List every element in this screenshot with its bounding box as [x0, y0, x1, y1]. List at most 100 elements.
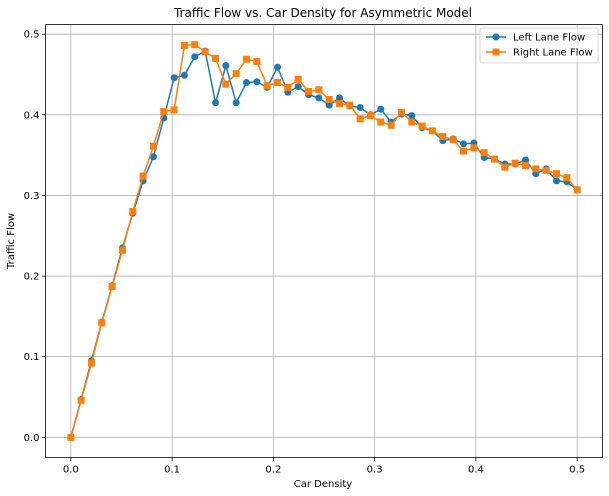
series-line-left-lane-flow	[70, 49, 578, 438]
x-tick-label: 0.0	[63, 465, 79, 476]
data-point-left-lane-flow	[377, 105, 385, 113]
data-point-left-lane-flow	[356, 104, 364, 112]
legend: Left Lane Flow Right Lane Flow	[479, 27, 599, 64]
data-point-left-lane-flow	[191, 53, 199, 61]
x-tick-label: 0.4	[468, 465, 484, 476]
data-point-right-lane-flow	[191, 41, 199, 49]
data-point-right-lane-flow	[149, 142, 157, 150]
data-point-right-lane-flow	[222, 80, 230, 88]
data-point-left-lane-flow	[315, 94, 323, 102]
data-point-right-lane-flow	[470, 144, 478, 152]
data-point-right-lane-flow	[387, 121, 395, 129]
axis-ticks: 0.0 0.1 0.2 0.3 0.4 0.5 0.0 0.1 0.2 0.3 0.4 0.5	[24, 30, 586, 476]
data-point-right-lane-flow	[335, 100, 343, 108]
y-tick-label: 0.0	[24, 433, 40, 444]
data-point-right-lane-flow	[346, 101, 354, 109]
data-point-right-lane-flow	[315, 86, 323, 94]
data-point-right-lane-flow	[160, 108, 168, 116]
data-point-right-lane-flow	[532, 165, 540, 173]
data-point-right-lane-flow	[439, 133, 447, 141]
legend-label-right-lane: Right Lane Flow	[513, 48, 593, 59]
data-point-right-lane-flow	[491, 155, 499, 163]
x-tick-label: 0.2	[265, 465, 281, 476]
data-point-right-lane-flow	[87, 359, 95, 367]
data-point-right-lane-flow	[108, 283, 116, 291]
data-point-right-lane-flow	[501, 163, 509, 171]
data-point-right-lane-flow	[253, 58, 261, 66]
data-point-right-lane-flow	[294, 75, 302, 83]
data-point-right-lane-flow	[243, 55, 251, 63]
data-point-left-lane-flow	[180, 71, 188, 79]
data-point-right-lane-flow	[274, 79, 282, 87]
data-point-left-lane-flow	[243, 79, 251, 87]
data-point-left-lane-flow	[408, 112, 416, 120]
y-tick-label: 0.4	[24, 110, 40, 121]
x-tick-label: 0.3	[367, 465, 383, 476]
data-point-right-lane-flow	[449, 136, 457, 144]
data-point-left-lane-flow	[232, 99, 240, 107]
data-point-right-lane-flow	[232, 70, 240, 78]
data-point-left-lane-flow	[253, 78, 261, 86]
data-point-left-lane-flow	[522, 156, 530, 164]
series-left-lane-flow	[67, 47, 581, 441]
data-point-left-lane-flow	[335, 94, 343, 102]
grid	[45, 24, 603, 458]
data-point-left-lane-flow	[274, 63, 282, 71]
data-point-right-lane-flow	[366, 112, 374, 120]
data-point-right-lane-flow	[480, 149, 488, 157]
data-point-left-lane-flow	[212, 99, 220, 107]
data-point-left-lane-flow	[553, 177, 561, 185]
data-point-left-lane-flow	[460, 140, 468, 148]
y-tick-label: 0.5	[24, 30, 40, 41]
data-point-right-lane-flow	[98, 319, 106, 327]
chart-title: Traffic Flow vs. Car Density for Asymmet…	[173, 6, 472, 20]
data-point-right-lane-flow	[397, 108, 405, 116]
y-tick-label: 0.2	[24, 272, 40, 283]
data-point-right-lane-flow	[377, 118, 385, 126]
data-point-left-lane-flow	[325, 101, 333, 109]
x-axis-label: Car Density	[294, 479, 353, 490]
y-tick-label: 0.1	[24, 352, 40, 363]
data-point-right-lane-flow	[67, 433, 75, 441]
data-point-right-lane-flow	[118, 246, 126, 254]
data-point-right-lane-flow	[170, 106, 178, 114]
data-point-right-lane-flow	[553, 170, 561, 178]
data-point-left-lane-flow	[294, 83, 302, 91]
data-point-right-lane-flow	[563, 174, 571, 182]
data-point-left-lane-flow	[222, 62, 230, 70]
data-point-right-lane-flow	[522, 162, 530, 170]
data-point-right-lane-flow	[460, 147, 468, 155]
data-point-right-lane-flow	[428, 127, 436, 135]
data-point-right-lane-flow	[129, 208, 137, 216]
y-tick-label: 0.3	[24, 191, 40, 202]
data-point-right-lane-flow	[263, 82, 271, 90]
data-point-right-lane-flow	[356, 115, 364, 123]
data-point-right-lane-flow	[305, 87, 313, 95]
data-point-right-lane-flow	[201, 48, 209, 56]
data-point-right-lane-flow	[418, 122, 426, 130]
data-point-left-lane-flow	[170, 74, 178, 82]
legend-marker-left-lane	[492, 33, 500, 41]
data-point-right-lane-flow	[408, 118, 416, 126]
data-point-right-lane-flow	[77, 396, 85, 404]
legend-label-left-lane: Left Lane Flow	[513, 33, 585, 44]
data-point-right-lane-flow	[542, 166, 550, 174]
data-point-right-lane-flow	[325, 95, 333, 103]
data-point-right-lane-flow	[284, 83, 292, 91]
series-line-right-lane-flow	[70, 43, 578, 438]
data-point-right-lane-flow	[212, 54, 220, 62]
data-point-right-lane-flow	[573, 186, 581, 194]
data-point-right-lane-flow	[180, 41, 188, 49]
data-point-right-lane-flow	[511, 159, 519, 167]
series-layer	[67, 41, 581, 441]
legend-box	[479, 27, 599, 64]
data-point-left-lane-flow	[149, 153, 157, 161]
plot-frame	[45, 24, 603, 458]
y-axis-label: Traffic Flow	[6, 213, 17, 270]
legend-marker-right-lane	[492, 48, 500, 56]
x-tick-label: 0.5	[569, 465, 585, 476]
data-point-right-lane-flow	[139, 172, 147, 180]
series-right-lane-flow	[67, 41, 581, 441]
x-tick-label: 0.1	[164, 465, 180, 476]
